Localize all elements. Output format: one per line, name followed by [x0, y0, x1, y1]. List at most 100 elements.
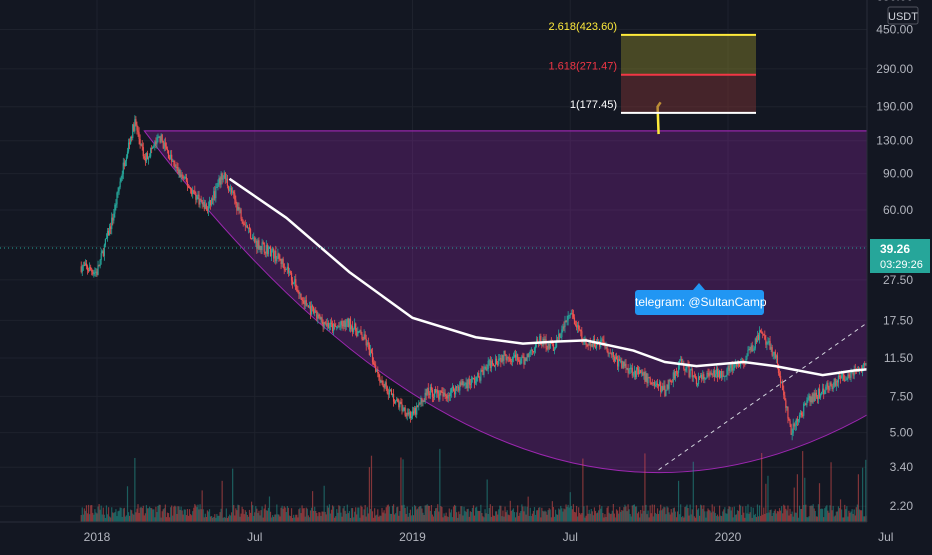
- volume-bar: [717, 516, 720, 522]
- volume-bar: [357, 507, 359, 522]
- volume-bar: [235, 508, 237, 522]
- time-axis[interactable]: 2018Jul2019Jul2020Jul2021Jul2022Jul: [0, 521, 932, 550]
- candle-body: [150, 148, 152, 157]
- candle-body: [277, 253, 279, 259]
- candle-body: [839, 376, 842, 379]
- volume-bar: [521, 504, 523, 522]
- volume-bar: [308, 517, 311, 522]
- candle-body: [833, 378, 835, 388]
- candle-body: [395, 401, 397, 404]
- candle-body: [836, 380, 838, 383]
- volume-bar: [269, 511, 272, 522]
- volume-bar: [704, 511, 706, 522]
- candle-body: [358, 331, 360, 333]
- candle-body: [263, 242, 265, 252]
- volume-bar: [285, 512, 287, 522]
- volume-bar: [368, 467, 370, 522]
- volume-bar: [163, 508, 165, 522]
- volume-bar: [196, 507, 198, 522]
- volume-bar: [544, 510, 546, 522]
- volume-bar: [262, 517, 264, 522]
- volume-bar: [185, 515, 187, 522]
- volume-bar: [119, 507, 121, 522]
- candle-body: [706, 373, 708, 379]
- volume-bar: [336, 509, 338, 522]
- volume-bar: [616, 510, 619, 522]
- volume-bar: [99, 509, 101, 522]
- candle-body: [629, 367, 631, 370]
- volume-bar: [482, 516, 484, 522]
- candle-body: [817, 388, 820, 400]
- candle-body: [656, 383, 659, 386]
- volume-bar: [532, 510, 535, 522]
- volume-bar: [785, 508, 787, 522]
- volume-bar: [471, 507, 474, 522]
- volume-bar: [564, 509, 566, 522]
- candle-body: [522, 356, 524, 358]
- candle-body: [119, 181, 121, 188]
- candle-body: [154, 141, 156, 146]
- candle-body: [518, 360, 520, 362]
- candle-body: [304, 300, 306, 305]
- candle-body: [407, 412, 409, 415]
- candle-body: [390, 389, 393, 395]
- volume-bar: [360, 505, 362, 522]
- volume-bar: [397, 506, 399, 522]
- candle-body: [207, 206, 210, 211]
- candle-body: [264, 251, 266, 254]
- volume-bar: [579, 512, 581, 522]
- volume-bar: [115, 509, 117, 522]
- candle-body: [439, 390, 441, 400]
- candle-body: [809, 395, 811, 403]
- candle-body: [713, 370, 715, 378]
- candle-body: [820, 391, 823, 394]
- candle-body: [229, 187, 232, 190]
- candle-body: [428, 393, 430, 395]
- volume-bar: [681, 517, 683, 522]
- volume-bar: [411, 506, 414, 522]
- volume-bar: [340, 512, 342, 522]
- volume-bar: [484, 509, 486, 522]
- candle-body: [570, 313, 572, 315]
- volume-bar: [322, 511, 324, 522]
- volume-bar: [628, 509, 630, 522]
- candle-body: [347, 318, 349, 327]
- volume-bar: [656, 508, 659, 522]
- candle-body: [552, 344, 555, 351]
- volume-bar: [113, 513, 115, 522]
- candle-body: [771, 347, 773, 356]
- candle-body: [211, 198, 213, 206]
- volume-bar: [837, 506, 840, 522]
- volume-bar: [139, 507, 141, 522]
- volume-bar: [179, 509, 181, 522]
- volume-bar: [351, 508, 354, 522]
- volume-bar: [415, 506, 417, 522]
- volume-bar: [391, 505, 394, 522]
- candle-body: [450, 388, 453, 393]
- volume-bar: [542, 510, 544, 522]
- volume-bar: [513, 512, 516, 522]
- volume-bar: [476, 506, 478, 522]
- volume-bar: [158, 504, 160, 522]
- candle-body: [206, 209, 209, 211]
- candle-body: [254, 237, 256, 243]
- candle-body: [337, 326, 339, 328]
- candle-body: [754, 338, 756, 349]
- candle-body: [794, 425, 796, 427]
- volume-bar: [266, 510, 268, 522]
- candle-body: [765, 339, 767, 345]
- volume-bar: [602, 512, 604, 522]
- volume-bar: [106, 514, 109, 522]
- candle-body: [228, 189, 231, 191]
- volume-bar: [344, 510, 346, 522]
- volume-bar: [170, 507, 172, 522]
- candle-body: [540, 335, 542, 345]
- candle-body: [663, 385, 665, 390]
- volume-bar: [205, 516, 207, 522]
- candle-body: [812, 393, 814, 403]
- candle-body: [790, 424, 792, 435]
- volume-bar: [753, 515, 755, 522]
- candle-body: [250, 238, 253, 240]
